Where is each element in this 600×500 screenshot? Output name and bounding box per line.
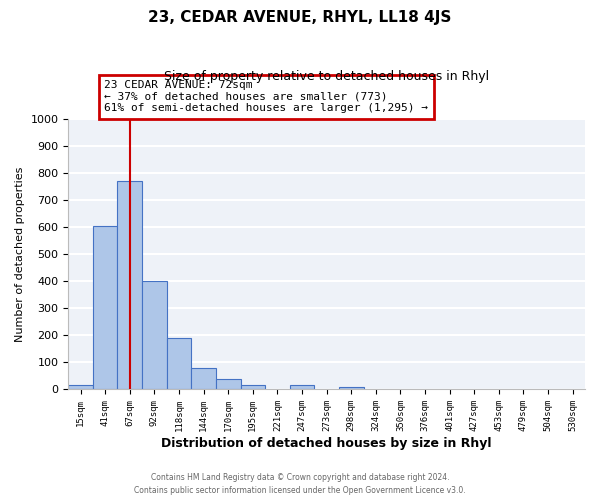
Text: Contains HM Land Registry data © Crown copyright and database right 2024.
Contai: Contains HM Land Registry data © Crown c…	[134, 474, 466, 495]
Text: 23 CEDAR AVENUE: 72sqm
← 37% of detached houses are smaller (773)
61% of semi-de: 23 CEDAR AVENUE: 72sqm ← 37% of detached…	[104, 80, 428, 114]
Bar	[191, 368, 216, 390]
Bar	[339, 387, 364, 390]
Text: 23, CEDAR AVENUE, RHYL, LL18 4JS: 23, CEDAR AVENUE, RHYL, LL18 4JS	[148, 10, 452, 25]
X-axis label: Distribution of detached houses by size in Rhyl: Distribution of detached houses by size …	[161, 437, 492, 450]
Title: Size of property relative to detached houses in Rhyl: Size of property relative to detached ho…	[164, 70, 489, 83]
Bar	[118, 181, 142, 390]
Bar	[167, 338, 191, 390]
Bar	[241, 384, 265, 390]
Bar	[68, 386, 93, 390]
Y-axis label: Number of detached properties: Number of detached properties	[15, 166, 25, 342]
Bar	[93, 226, 118, 390]
Bar	[290, 386, 314, 390]
Bar	[142, 281, 167, 390]
Bar	[216, 378, 241, 390]
